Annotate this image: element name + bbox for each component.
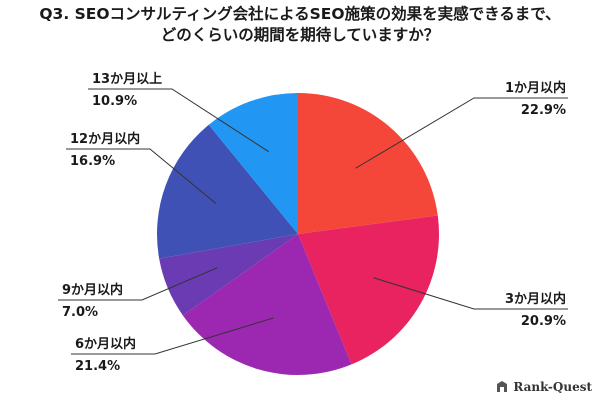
leader-line [373, 277, 568, 310]
leader-line [88, 88, 269, 153]
slice-label: 3か月以内 [505, 291, 566, 307]
chart-title-line-2: どのくらいの期間を期待していますか？ [160, 26, 440, 44]
brand-watermark: Rank-Quest [495, 380, 592, 394]
leader-line [66, 148, 217, 204]
chart-title: Q3. SEOコンサルティング会社によるSEO施策の効果を実感できるまで、 どの… [0, 4, 600, 46]
slice-value-label: 20.9% [521, 314, 566, 329]
leader-line [71, 317, 274, 355]
slice-value-label: 7.0% [62, 305, 98, 320]
leader-line [58, 267, 218, 301]
chart-title-line-1: Q3. SEOコンサルティング会社によるSEO施策の効果を実感できるまで、 [39, 5, 561, 23]
pie-slice [208, 93, 298, 234]
brand-name: Rank-Quest [513, 380, 592, 394]
pie-slice [159, 234, 298, 316]
slice-label: 6か月以内 [75, 336, 136, 352]
slice-label: 1か月以内 [505, 80, 566, 96]
slice-value-label: 16.9% [70, 154, 115, 169]
slice-value-label: 22.9% [521, 103, 566, 118]
slice-label: 9か月以内 [62, 282, 123, 298]
slice-label: 13か月以上 [92, 72, 162, 87]
pie-slice [157, 124, 298, 259]
slice-value-label: 21.4% [75, 359, 120, 374]
pie-slice [182, 234, 352, 375]
slice-value-label: 10.9% [92, 94, 137, 109]
pie-slice [298, 93, 438, 234]
slice-label: 12か月以内 [70, 131, 140, 147]
leader-line [355, 97, 568, 169]
rank-quest-logo-icon [497, 381, 508, 392]
pie-slice [298, 215, 439, 365]
